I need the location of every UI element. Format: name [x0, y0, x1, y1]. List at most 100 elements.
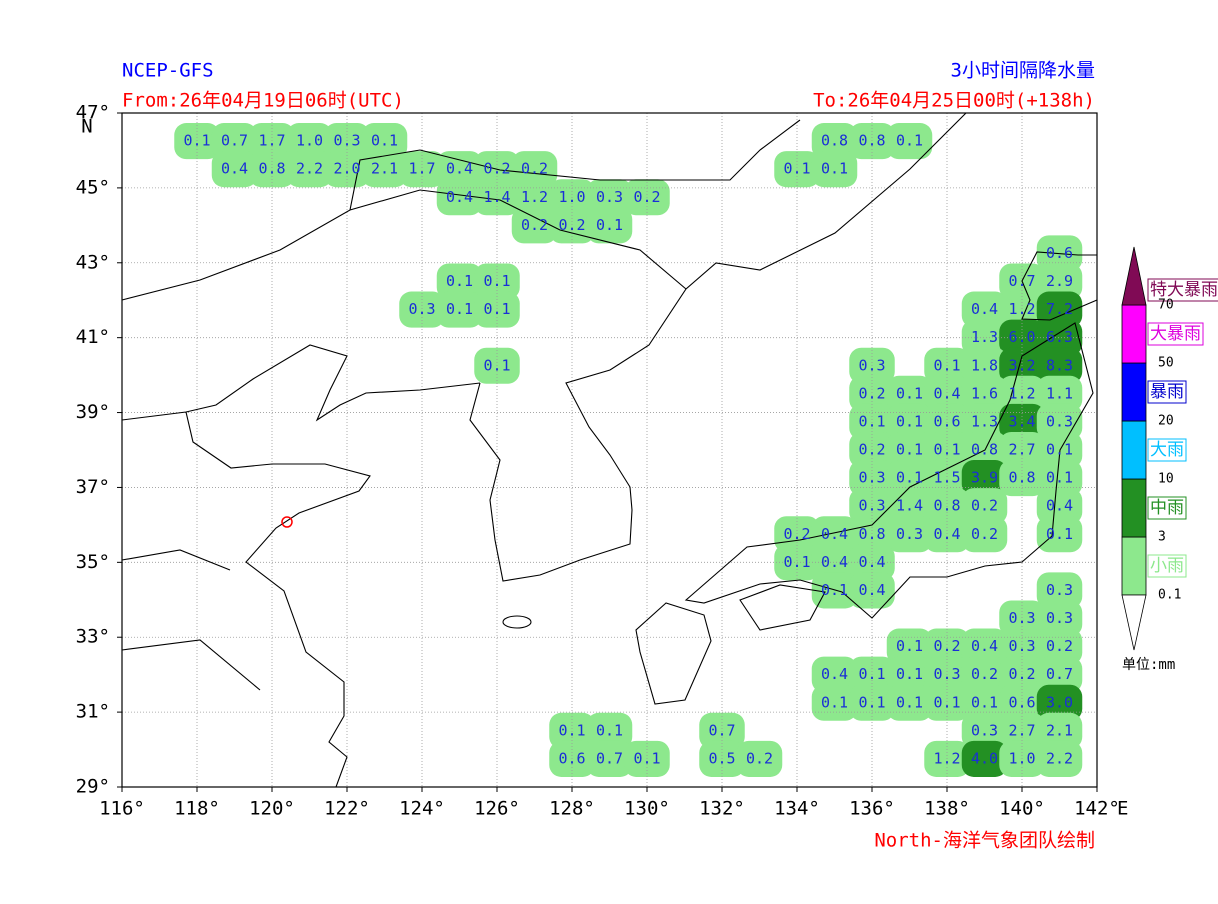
value-label: 0.4	[221, 160, 248, 178]
legend-label-box	[1147, 380, 1187, 404]
value-label: 0.3	[858, 497, 885, 515]
legend-tail	[1121, 594, 1147, 651]
precip-cell	[811, 544, 858, 581]
value-label: 0.2	[746, 749, 773, 767]
precip-cell	[249, 151, 295, 188]
value-label: 0.2	[933, 637, 960, 655]
value-label: 3.4	[1008, 412, 1035, 430]
x-tick-label: 130°	[624, 798, 670, 820]
x-tick-label: 140°	[999, 798, 1045, 820]
value-label: 0.3	[896, 525, 923, 543]
precip-cell	[849, 375, 895, 412]
value-label: 0.4	[971, 300, 998, 318]
value-label: 0.1	[821, 160, 848, 178]
precip-cell	[474, 291, 520, 328]
title: 3小时间隔降水量	[951, 60, 1095, 82]
y-tick-label: 35°	[76, 551, 110, 573]
legend-swatch	[1121, 246, 1147, 306]
credit: North-海洋气象团队绘制	[874, 830, 1095, 852]
value-label: 0.1	[1046, 469, 1073, 487]
value-label: 0.3	[858, 356, 885, 374]
value-label: 2.1	[371, 160, 398, 178]
value-label: 0.2	[1008, 665, 1035, 683]
station-marker	[281, 516, 293, 528]
value-label: 0.1	[1046, 441, 1073, 459]
value-label: 0.4	[971, 637, 998, 655]
precip-cell	[961, 656, 1008, 693]
value-label: 0.3	[858, 469, 885, 487]
axes: 116° 118° 120° 122° 124° 126° 128° 130° 132° 134°…	[76, 102, 1129, 820]
value-label: 0.4	[858, 581, 885, 599]
value-label: 0.3	[1046, 609, 1073, 627]
coastline	[121, 344, 481, 422]
map-frame	[121, 112, 1098, 788]
precip-cell	[961, 488, 1008, 525]
value-labels: 0.1 0.7 1.7 1.0 0.3 0.1 0.8 0.8 0.1 0.4 0.8 2.2 2.0 2…	[183, 132, 1073, 768]
precip-cell	[249, 123, 295, 160]
value-label: 0.8	[858, 132, 885, 150]
y-tick-label: 43°	[76, 251, 110, 273]
precip-cell	[1036, 347, 1083, 384]
value-label: 6.0	[1008, 328, 1035, 346]
value-label: 0.1	[858, 665, 885, 683]
coastline	[739, 584, 826, 631]
value-label: 0.7	[708, 721, 735, 739]
legend-label: 小雨	[1150, 556, 1184, 576]
precip-cell	[774, 516, 820, 553]
precip-cell	[1036, 263, 1083, 300]
value-label: 0.1	[821, 581, 848, 599]
precip-cell	[586, 712, 633, 749]
value-label: 0.8	[821, 132, 848, 150]
border	[121, 119, 801, 691]
value-label: 0.1	[821, 693, 848, 711]
value-label: 0.4	[821, 553, 848, 571]
legend-swatch	[1121, 304, 1147, 364]
value-label: 0.6	[1008, 693, 1035, 711]
precip-cell	[1036, 488, 1083, 525]
value-label: 1.4	[896, 497, 923, 515]
value-label: 0.2	[971, 525, 998, 543]
precip-cell	[961, 291, 1008, 328]
legend-swatch	[1121, 478, 1147, 538]
precip-cell	[1036, 600, 1083, 637]
precip-cell	[1036, 656, 1083, 693]
x-tick-label: 120°	[249, 798, 295, 820]
value-label: 0.8	[258, 160, 285, 178]
legend-label-box	[1147, 322, 1204, 346]
value-label: 0.4	[446, 160, 473, 178]
precip-cell	[286, 151, 333, 188]
value-label: 0.8	[933, 497, 960, 515]
value-label: 2.9	[1046, 272, 1073, 290]
value-label: 0.4	[858, 553, 885, 571]
value-label: 0.2	[858, 441, 885, 459]
value-label: 0.2	[971, 665, 998, 683]
precip-cell	[999, 375, 1045, 412]
legend-tick: 50	[1158, 356, 1174, 371]
precip-cell	[886, 123, 933, 160]
precip-cell	[511, 151, 558, 188]
value-label: 0.8	[1008, 469, 1035, 487]
value-label: 0.1	[483, 356, 510, 374]
precip-cell	[699, 712, 745, 749]
x-unit: E	[1117, 798, 1128, 820]
legend-swatch	[1121, 536, 1147, 596]
value-label: 3.2	[1008, 356, 1035, 374]
value-label: 0.1	[783, 553, 810, 571]
legend-tick: 10	[1158, 472, 1174, 487]
precip-cell	[436, 263, 483, 300]
precip-cell	[1036, 516, 1083, 553]
precip-cell	[549, 712, 595, 749]
precip-cell	[886, 431, 933, 469]
value-label: 1.7	[258, 132, 285, 150]
value-label: 0.2	[483, 160, 510, 178]
value-label: 2.2	[296, 160, 323, 178]
precip-cell	[586, 740, 633, 777]
precip-cell	[811, 151, 858, 188]
value-label: 0.1	[483, 272, 510, 290]
value-label: 0.1	[896, 412, 923, 430]
precip-cell	[1036, 291, 1083, 328]
precip-cell	[174, 123, 220, 160]
precip-cell	[999, 712, 1045, 749]
island	[502, 615, 532, 629]
